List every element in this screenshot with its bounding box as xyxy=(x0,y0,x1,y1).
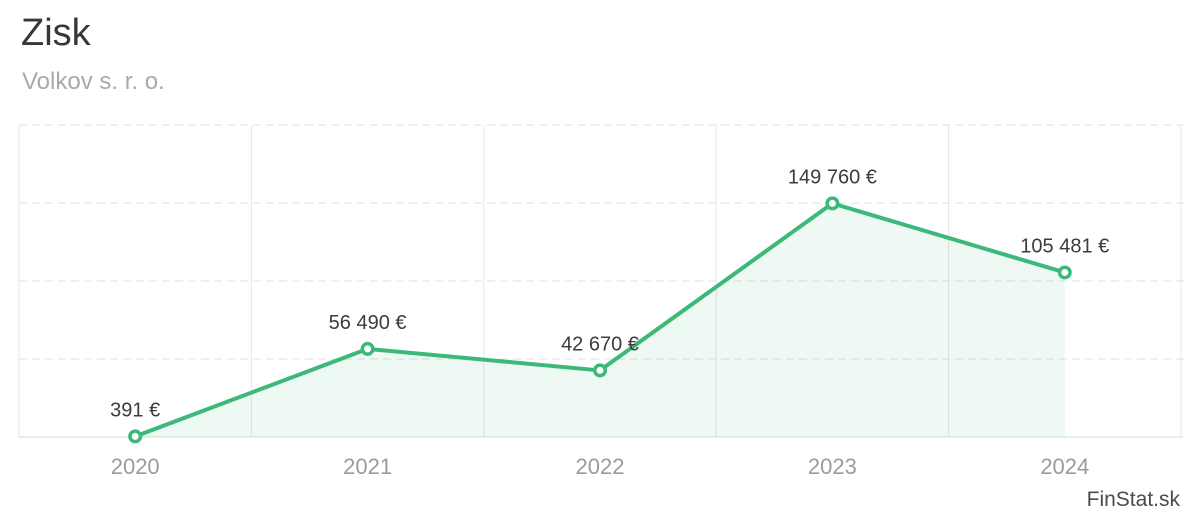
data-point-label: 42 670 € xyxy=(561,333,639,355)
data-point-label: 149 760 € xyxy=(788,166,877,188)
series-area-fill xyxy=(135,203,1065,437)
x-axis-label: 2023 xyxy=(808,454,857,479)
company-subtitle: Volkov s. r. o. xyxy=(22,68,165,95)
x-axis-label: 2021 xyxy=(343,454,392,479)
x-axis-label: 2020 xyxy=(111,454,160,479)
data-point-marker[interactable] xyxy=(1057,265,1072,280)
data-point-marker[interactable] xyxy=(360,341,375,356)
data-point-label: 56 490 € xyxy=(329,312,407,334)
data-point-label: 391 € xyxy=(110,399,160,421)
data-point-label: 105 481 € xyxy=(1020,235,1109,257)
data-point-marker[interactable] xyxy=(128,429,143,444)
x-axis-label: 2022 xyxy=(576,454,625,479)
page-title: Zisk xyxy=(21,12,91,54)
data-point-marker[interactable] xyxy=(825,196,840,211)
finstat-watermark: FinStat.sk xyxy=(1086,488,1180,511)
x-axis-label: 2024 xyxy=(1040,454,1089,479)
data-point-marker[interactable] xyxy=(593,363,607,378)
